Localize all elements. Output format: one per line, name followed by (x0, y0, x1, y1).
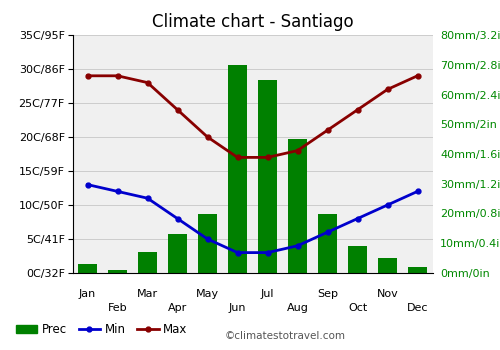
Legend: Prec, Min, Max: Prec, Min, Max (11, 318, 192, 341)
Bar (258, 80, 277, 273)
Text: Jan: Jan (79, 289, 96, 299)
Bar (378, 258, 397, 273)
Bar (108, 270, 127, 273)
Text: May: May (196, 289, 219, 299)
Text: Oct: Oct (348, 303, 367, 313)
Text: Dec: Dec (407, 303, 428, 313)
Bar (138, 252, 157, 273)
Text: Jun: Jun (229, 303, 246, 313)
Bar (348, 246, 367, 273)
Bar (318, 214, 337, 273)
Text: Feb: Feb (108, 303, 128, 313)
Bar (408, 267, 427, 273)
Text: Sep: Sep (317, 289, 338, 299)
Bar (78, 264, 97, 273)
Text: Jul: Jul (261, 289, 274, 299)
Bar (228, 65, 247, 273)
Text: Aug: Aug (286, 303, 308, 313)
Bar (168, 234, 187, 273)
Bar (288, 139, 307, 273)
Text: Mar: Mar (137, 289, 158, 299)
Text: Nov: Nov (376, 289, 398, 299)
Text: Apr: Apr (168, 303, 187, 313)
Text: ©climatestotravel.com: ©climatestotravel.com (225, 331, 346, 341)
Bar (198, 214, 217, 273)
Title: Climate chart - Santiago: Climate chart - Santiago (152, 13, 354, 31)
